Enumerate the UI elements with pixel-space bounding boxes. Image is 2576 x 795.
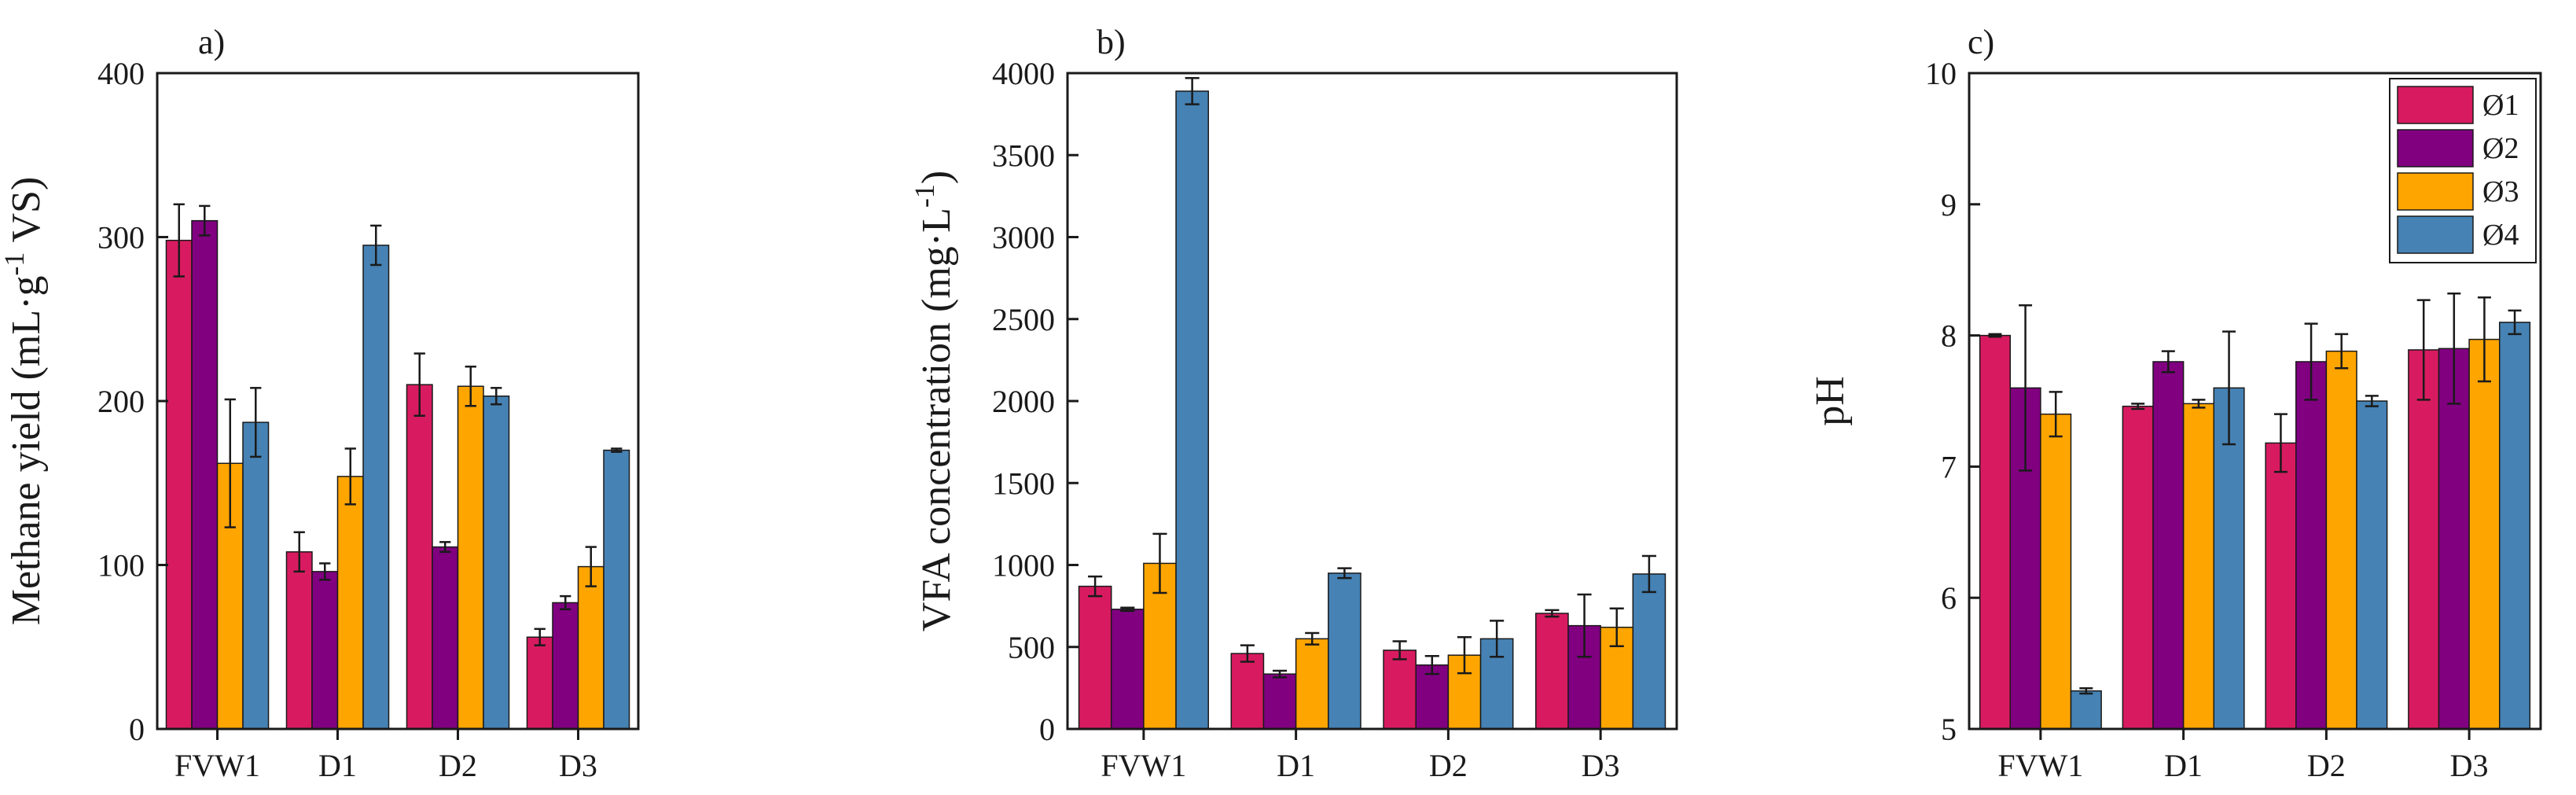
legend-label: Ø3 — [2482, 175, 2519, 208]
legend-swatch — [2397, 129, 2474, 167]
bar — [1175, 90, 1209, 730]
y-tick-label: 8 — [1941, 318, 1957, 354]
y-tick-label: 300 — [97, 220, 145, 256]
bar — [483, 395, 510, 730]
x-tick-label: D3 — [2450, 748, 2489, 783]
legend-swatch — [2397, 172, 2474, 211]
bar — [603, 449, 630, 730]
bar — [1295, 638, 1329, 730]
bar — [1078, 585, 1112, 730]
y-tick-label: 0 — [1039, 712, 1055, 747]
x-tick-label: D1 — [318, 748, 357, 783]
y-tick-label: 1000 — [992, 548, 1055, 583]
bar — [191, 219, 219, 730]
y-axis-label: pH — [1808, 376, 1853, 426]
legend-label: Ø1 — [2482, 89, 2519, 122]
bar — [1230, 653, 1265, 730]
x-tick-label: D3 — [1582, 748, 1620, 783]
panel-label: b) — [1097, 23, 1126, 61]
legend: Ø1 Ø2 Ø3 Ø4 — [2389, 78, 2537, 263]
y-tick-label: 1500 — [992, 466, 1055, 501]
y-tick-label: 3500 — [992, 138, 1055, 173]
y-tick-label: 6 — [1941, 580, 1957, 616]
bar — [432, 546, 459, 730]
panel-2: 0 500 1000 1500 2000 2500 3000 3500 4000 FVW1 D1 D2… — [909, 23, 1678, 783]
x-tick-label: D2 — [1429, 748, 1468, 783]
bar — [362, 245, 390, 730]
y-tick-label: 500 — [1008, 630, 1055, 665]
bar — [2070, 690, 2102, 730]
x-tick-label: FVW1 — [1101, 748, 1186, 783]
y-tick-label: 100 — [97, 548, 145, 583]
bar — [457, 385, 484, 730]
y-tick-label: 2500 — [992, 302, 1055, 337]
y-tick-label: 10 — [1925, 56, 1957, 91]
y-tick-label: 7 — [1941, 449, 1957, 484]
legend-label: Ø4 — [2482, 219, 2519, 252]
y-tick-label: 4000 — [992, 56, 1055, 91]
x-tick-label: D1 — [2164, 748, 2203, 783]
bar — [1632, 573, 1666, 730]
bar — [526, 636, 553, 730]
y-tick-label: 200 — [97, 384, 145, 419]
legend-label: Ø2 — [2482, 132, 2519, 165]
bar — [311, 571, 339, 730]
bar — [2356, 400, 2388, 730]
bar — [285, 551, 313, 730]
bar — [406, 384, 433, 730]
bar — [2265, 442, 2297, 730]
x-tick-label: D2 — [2307, 748, 2346, 783]
bar — [2152, 361, 2185, 730]
y-tick-label: 400 — [97, 56, 145, 91]
bar — [1262, 673, 1297, 730]
bar — [2325, 350, 2357, 730]
bar — [2408, 349, 2440, 730]
panel-label: c) — [1968, 23, 1994, 61]
panel-3: 5 6 7 8 9 10 FVW1 D1 D2 D3 c) pH — [1808, 23, 2542, 783]
y-tick-label: 0 — [129, 712, 145, 747]
x-tick-label: FVW1 — [175, 748, 260, 783]
y-tick-label: 3000 — [992, 220, 1055, 256]
y-tick-label: 2000 — [992, 384, 1055, 419]
y-axis-label: Methane yield (mL·g-1 VS) — [0, 177, 49, 626]
y-tick-label: 5 — [1941, 712, 1957, 747]
bar — [336, 476, 364, 730]
bar — [1110, 609, 1145, 730]
bar — [242, 421, 270, 730]
axis-frame — [1968, 72, 2542, 731]
bar — [2498, 322, 2531, 730]
bar — [552, 602, 579, 730]
bar — [2182, 403, 2214, 730]
bar — [1383, 650, 1417, 730]
bar — [1535, 613, 1569, 730]
bar — [1328, 572, 1361, 730]
panel-label: a) — [198, 23, 225, 61]
bar — [2122, 405, 2154, 730]
legend-swatch — [2397, 215, 2474, 254]
bar — [165, 239, 193, 730]
bar — [1979, 334, 2012, 730]
x-tick-label: D3 — [559, 748, 597, 783]
bar — [2295, 361, 2328, 730]
x-tick-label: D1 — [1277, 748, 1315, 783]
bar — [2040, 413, 2072, 730]
x-tick-label: D2 — [439, 748, 477, 783]
y-axis-label: VFA concentration (mg·L-1) — [909, 171, 959, 631]
bar — [2468, 338, 2501, 730]
x-tick-label: FVW1 — [1997, 748, 2083, 783]
panel-1: 0 100 200 300 400 FVW1 D1 D2 D3 a) Methane yield (… — [0, 23, 640, 783]
y-tick-label: 9 — [1941, 187, 1957, 223]
bar — [577, 565, 604, 730]
bar — [2438, 348, 2470, 730]
legend-swatch — [2397, 86, 2474, 124]
